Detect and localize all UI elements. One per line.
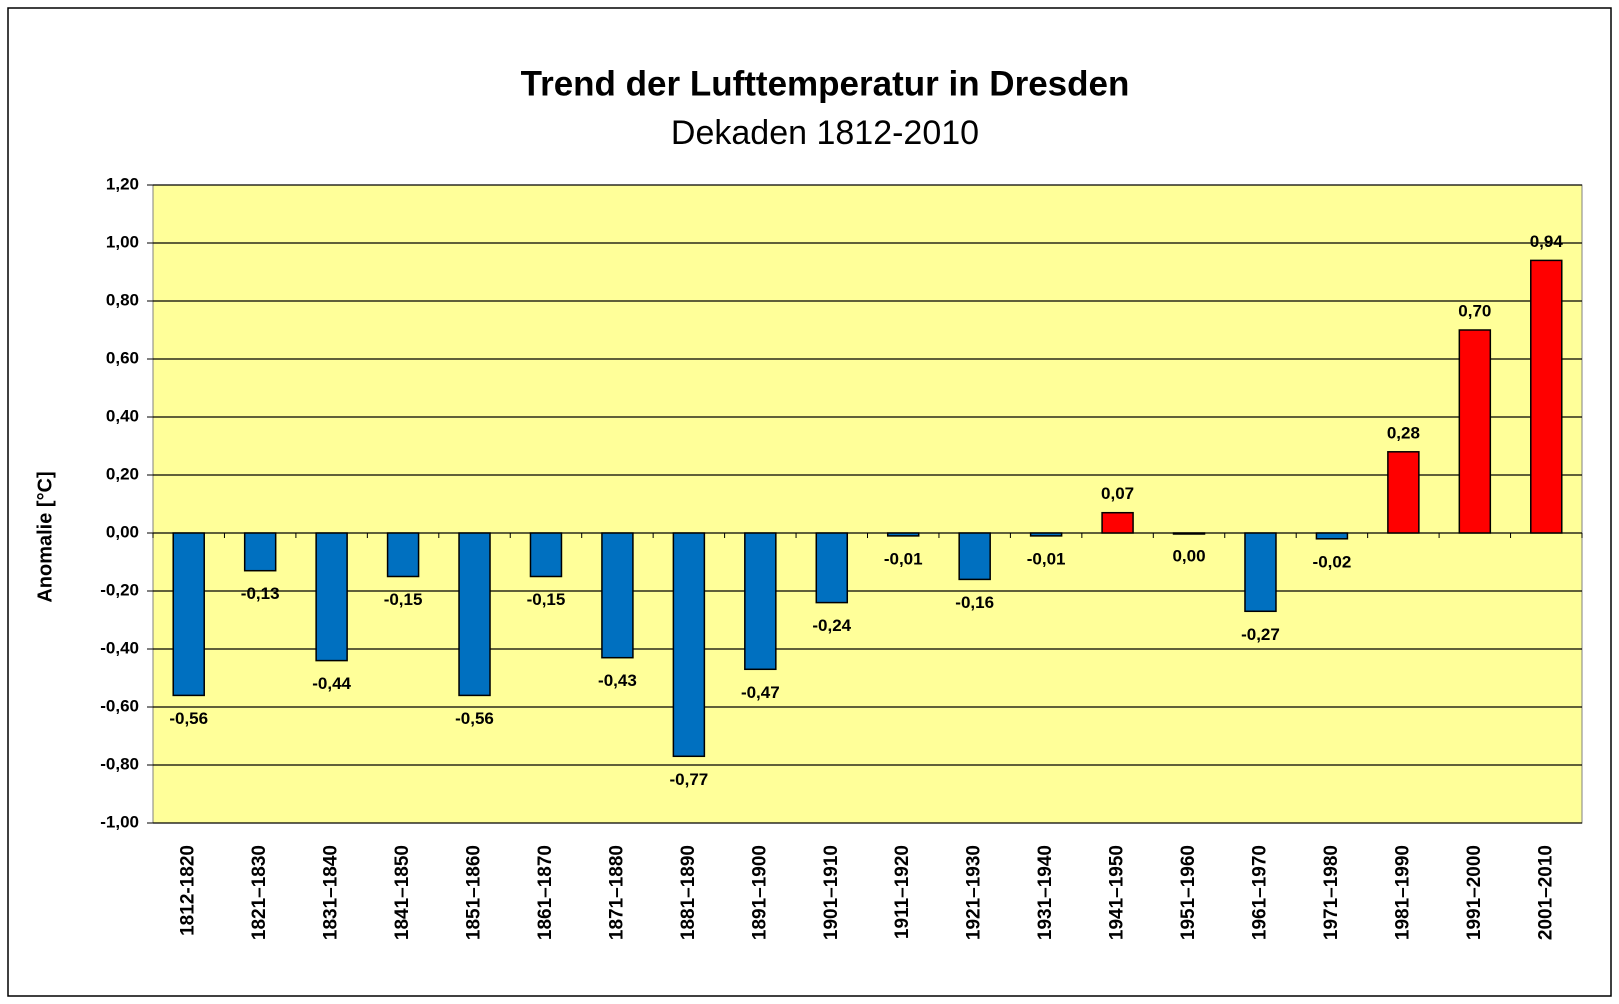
bar: [529, 532, 563, 578]
x-tick-label: 1831–1840: [321, 845, 342, 940]
y-tick-label: -0,40: [100, 638, 139, 657]
x-tick-label: 1812-1820: [178, 845, 199, 936]
x-tick-label: 1881–1890: [678, 845, 699, 940]
bar: [458, 532, 491, 697]
bar: [1315, 532, 1349, 540]
bar: [315, 532, 348, 662]
bar: [815, 532, 849, 604]
x-tick-label: 1981–1990: [1392, 845, 1413, 940]
value-label: -0,43: [598, 671, 637, 690]
value-label: -0,77: [670, 770, 709, 789]
x-tick-label: 1931–1940: [1035, 845, 1056, 940]
x-tick-label: 1991–2000: [1464, 845, 1485, 940]
x-tick-label: 1871–1880: [606, 845, 627, 940]
y-tick-label: -1,00: [100, 812, 139, 831]
value-label: -0,56: [169, 709, 208, 728]
x-tick-label: 1901–1910: [821, 845, 842, 940]
bar: [1029, 532, 1063, 537]
y-tick-label: 0,80: [106, 290, 139, 309]
x-tick-label: 1971–1980: [1321, 845, 1342, 940]
y-tick-label: 0,40: [106, 406, 139, 425]
plot-area: [152, 184, 1583, 824]
x-tick-label: 1861–1870: [535, 845, 556, 940]
y-tick-label: 1,20: [106, 174, 139, 193]
bar: [1458, 329, 1492, 534]
bar: [1172, 532, 1206, 535]
value-label: -0,13: [241, 584, 280, 603]
x-tick-label: 1961–1970: [1249, 845, 1270, 940]
chart-title: Trend der Lufttemperatur in Dresden: [521, 64, 1130, 103]
value-label: 0,70: [1458, 301, 1491, 320]
chart-subtitle: Dekaden 1812-2010: [671, 114, 979, 152]
value-label: 0,07: [1101, 484, 1134, 503]
x-tick-label: 1821–1830: [249, 845, 270, 940]
bar: [672, 532, 706, 758]
bar: [243, 532, 277, 572]
bar: [958, 532, 991, 581]
bar: [1530, 259, 1563, 534]
y-tick-label: 0,60: [106, 348, 139, 367]
bar: [601, 532, 634, 659]
y-tick-label: -0,20: [100, 580, 139, 599]
y-tick-label: 0,00: [106, 522, 139, 541]
bar: [1101, 511, 1134, 534]
value-label: 0,28: [1387, 423, 1420, 442]
value-label: -0,56: [455, 709, 494, 728]
bar: [1244, 532, 1277, 613]
value-label: -0,44: [312, 674, 351, 693]
bar: [172, 532, 205, 697]
bar: [744, 532, 777, 671]
value-label: -0,24: [812, 616, 851, 635]
x-tick-label: 1941–1950: [1107, 845, 1128, 940]
y-axis-label: Anomalie [°C]: [34, 471, 56, 602]
bar: [386, 532, 420, 578]
y-tick-label: -0,60: [100, 696, 139, 715]
value-label: -0,15: [527, 590, 566, 609]
value-label: -0,02: [1313, 552, 1352, 571]
bar: [1387, 451, 1420, 534]
x-tick-label: 1841–1850: [392, 845, 413, 940]
x-tick-label: 2001–2010: [1535, 845, 1556, 940]
x-tick-label: 1891–1900: [749, 845, 770, 940]
value-label: -0,16: [955, 593, 994, 612]
value-label: -0,15: [384, 590, 423, 609]
x-tick-label: 1951–1960: [1178, 845, 1199, 940]
x-tick-label: 1851–1860: [464, 845, 485, 940]
y-tick-label: 0,20: [106, 464, 139, 483]
x-tick-label: 1911–1920: [892, 845, 913, 939]
bar: [886, 532, 920, 537]
value-label: 0,00: [1172, 546, 1205, 565]
value-label: -0,27: [1241, 625, 1280, 644]
value-label: -0,01: [884, 549, 923, 568]
y-tick-label: -0,80: [100, 754, 139, 773]
value-label: -0,47: [741, 683, 780, 702]
y-tick-label: 1,00: [106, 232, 139, 251]
value-label: -0,01: [1027, 549, 1066, 568]
value-label: 0,94: [1530, 232, 1564, 251]
x-tick-label: 1921–1930: [964, 845, 985, 940]
